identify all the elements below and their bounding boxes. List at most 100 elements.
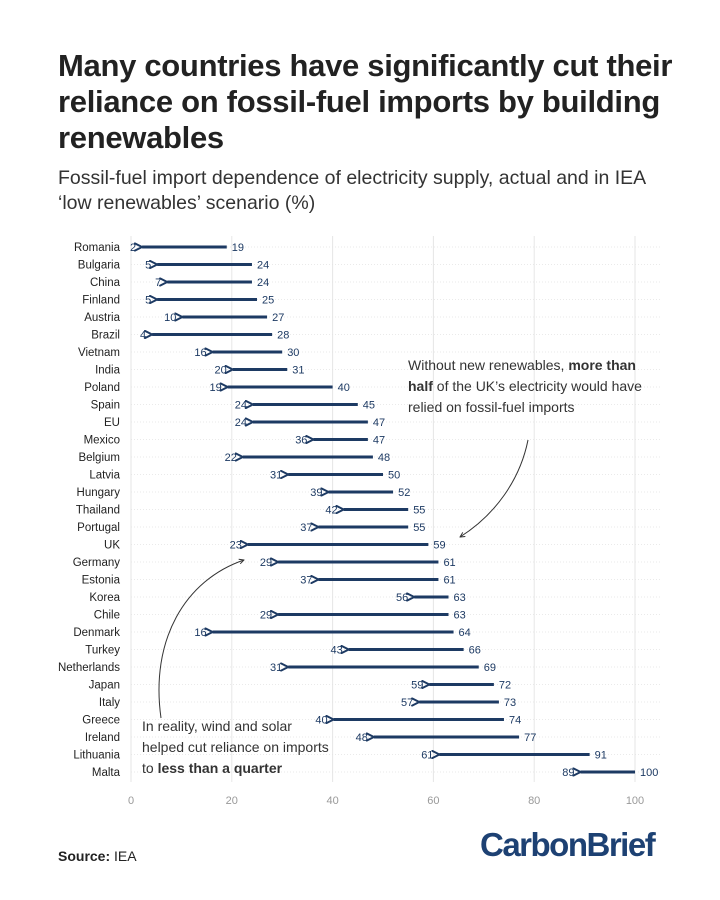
actual-value-label: 29 [260,610,272,622]
pointer-arrow-top [460,439,529,537]
annotation-uk-actual: In reality, wind and solar helped cut rel… [142,718,329,776]
actual-value-label: 23 [230,540,242,552]
pointer-arrow-bottom [158,560,244,719]
row-uk: UK 59 23 [104,540,446,552]
row-malta: Malta 100 89 [92,767,658,779]
actual-value-label: 89 [562,767,574,779]
country-label: Bulgaria [78,260,121,272]
scenario-value-label: 59 [433,540,445,552]
scenario-value-label: 63 [454,592,466,604]
actual-value-label: 61 [421,750,433,762]
country-label: China [90,277,121,289]
row-china: China 24 7 [90,277,269,289]
country-label: Turkey [85,645,120,657]
scenario-value-label: 31 [292,365,304,377]
row-ireland: Ireland 77 48 [85,732,537,744]
annotation-uk-scenario: Without new renewables, more than half of… [408,357,642,415]
row-eu: EU 47 24 [104,417,385,429]
scenario-value-label: 47 [373,435,385,447]
x-tick-label: 40 [326,795,338,807]
scenario-value-label: 77 [524,732,536,744]
x-tick-label: 80 [528,795,540,807]
source-value: IEA [114,848,137,864]
actual-value-label: 20 [215,365,227,377]
row-italy: Italy 73 57 [99,697,516,709]
actual-value-label: 39 [310,487,322,499]
scenario-value-label: 40 [338,382,350,394]
actual-value-label: 37 [300,522,312,534]
x-tick-label: 20 [226,795,238,807]
actual-value-label: 31 [270,662,282,674]
annotation-span: less than a quarter [158,760,283,776]
row-mexico: Mexico 47 36 [84,435,386,447]
annotation-span: relied on fossil-fuel imports [408,399,575,415]
scenario-value-label: 24 [257,260,269,272]
annotation-span: to [142,760,158,776]
country-label: Hungary [77,487,121,499]
row-estonia: Estonia 61 37 [82,575,456,587]
scenario-value-label: 61 [443,575,455,587]
actual-value-label: 22 [225,452,237,464]
scenario-value-label: 50 [388,470,400,482]
actual-value-label: 37 [300,575,312,587]
row-romania: Romania 19 2 [74,242,244,254]
country-label: Romania [74,242,121,254]
annotation-span: of the UK’s electricity would have [433,378,642,394]
annotation-line: helped cut reliance on imports [142,739,329,755]
actual-value-label: 2 [130,242,136,254]
row-korea: Korea 63 56 [89,592,465,604]
country-label: Japan [89,680,120,692]
x-tick-label: 0 [128,795,134,807]
row-germany: Germany 61 29 [73,557,456,569]
row-latvia: Latvia 50 31 [89,470,400,482]
x-tick-label: 100 [626,795,644,807]
country-label: Germany [73,557,121,569]
scenario-value-label: 55 [413,522,425,534]
country-label: Brazil [91,330,120,342]
country-label: Thailand [76,505,120,517]
annotation-span: helped cut reliance on imports [142,739,329,755]
annotation-line: In reality, wind and solar [142,718,292,734]
actual-value-label: 40 [315,715,327,727]
scenario-value-label: 27 [272,312,284,324]
actual-value-label: 43 [330,645,342,657]
scenario-value-label: 64 [459,627,471,639]
x-tick-label: 60 [427,795,439,807]
country-label: Chile [94,610,120,622]
country-label: Korea [89,592,120,604]
row-belgium: Belgium 48 22 [78,452,390,464]
scenario-value-label: 72 [499,680,511,692]
row-hungary: Hungary 52 39 [77,487,411,499]
row-japan: Japan 72 59 [89,680,511,692]
country-label: Austria [84,312,120,324]
row-greece: Greece 74 40 [82,715,521,727]
annotation-span: more than [568,357,636,373]
actual-value-label: 19 [210,382,222,394]
country-label: Lithuania [73,750,120,762]
actual-value-label: 24 [235,400,247,412]
scenario-value-label: 55 [413,505,425,517]
scenario-value-label: 24 [257,277,269,289]
scenario-value-label: 73 [504,697,516,709]
annotation-line: to less than a quarter [142,760,283,776]
country-label: Spain [91,400,120,412]
country-label: Latvia [89,470,120,482]
annotation-line: Without new renewables, more than [408,357,636,373]
annotation-span: In reality, wind and solar [142,718,292,734]
scenario-value-label: 47 [373,417,385,429]
row-brazil: Brazil 28 4 [91,330,289,342]
country-label: UK [104,540,120,552]
actual-value-label: 36 [295,435,307,447]
actual-value-label: 5 [145,260,151,272]
actual-value-label: 10 [164,312,176,324]
actual-value-label: 56 [396,592,408,604]
country-label: Ireland [85,732,120,744]
source-note: Source: IEA [58,848,137,864]
actual-value-label: 42 [325,505,337,517]
country-label: Mexico [84,435,120,447]
annotation-span: half [408,378,433,394]
scenario-value-label: 19 [232,242,244,254]
row-bulgaria: Bulgaria 24 5 [78,260,269,272]
row-spain: Spain 45 24 [91,400,375,412]
annotation-line: half of the UK’s electricity would have [408,378,642,394]
